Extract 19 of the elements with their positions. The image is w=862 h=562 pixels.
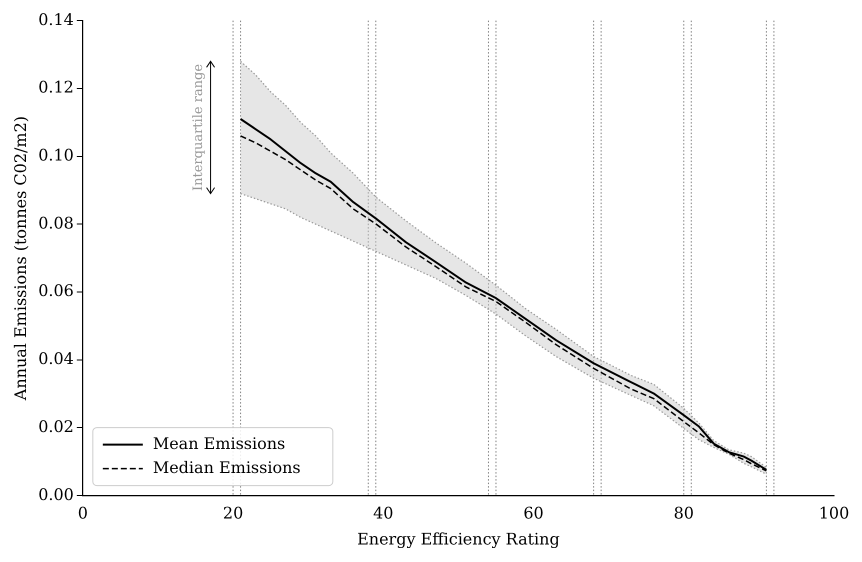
y-tick-label: 0.08 <box>38 213 74 232</box>
legend-label: Mean Emissions <box>152 434 286 453</box>
y-tick-label: 0.10 <box>38 145 74 164</box>
y-tick-label: 0.02 <box>38 416 74 436</box>
y-tick-label: 0.00 <box>38 484 74 504</box>
x-tick-label: 60 <box>523 503 544 522</box>
y-tick-label: 0.12 <box>38 78 74 97</box>
annotation: Interquartile range <box>190 64 206 191</box>
y-tick-label: 0.04 <box>38 349 74 368</box>
x-tick-label: 40 <box>373 503 394 522</box>
y-tick-label: 0.14 <box>38 10 74 29</box>
legend-label: Median Emissions <box>152 458 301 477</box>
x-tick-label: 0 <box>78 503 88 522</box>
x-tick-label: 100 <box>818 503 850 522</box>
y-axis-title: Annual Emissions (tonnes C02/m2) <box>10 116 30 402</box>
y-tick-label: 0.06 <box>38 281 74 300</box>
x-tick-label: 80 <box>674 503 694 522</box>
x-tick-label: 20 <box>222 503 244 522</box>
x-axis-title: Energy Efficiency Rating <box>357 530 560 549</box>
